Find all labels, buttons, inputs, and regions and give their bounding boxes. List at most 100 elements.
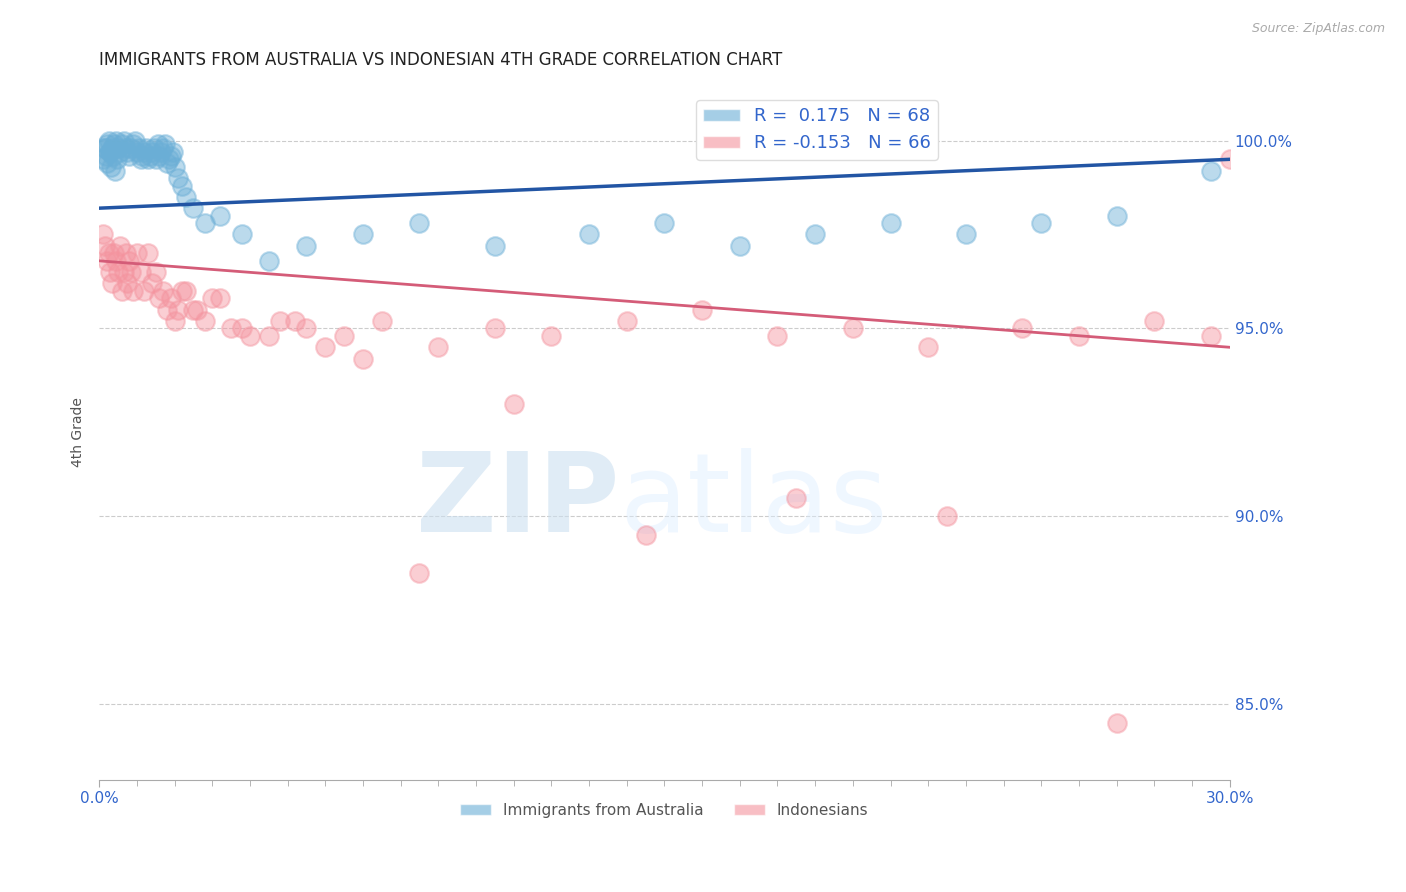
Point [766, 329, 789, 343]
Point [111, 137, 134, 152]
Point [129, 265, 152, 279]
Point [231, 321, 253, 335]
Point [114, 246, 136, 260]
Point [174, 190, 197, 204]
Point [94, 239, 117, 253]
Point [108, 145, 131, 159]
Point [842, 321, 865, 335]
Point [167, 302, 190, 317]
Point [120, 265, 142, 279]
Point [153, 137, 176, 152]
Point [105, 153, 128, 167]
Point [124, 134, 146, 148]
Point [219, 321, 242, 335]
Point [785, 491, 807, 505]
Point [634, 528, 657, 542]
Point [156, 156, 179, 170]
Point [142, 141, 165, 155]
Point [112, 265, 135, 279]
Point [94, 141, 117, 155]
Point [134, 284, 156, 298]
Point [186, 302, 208, 317]
Point [97, 246, 120, 260]
Point [100, 265, 122, 279]
Point [135, 141, 157, 155]
Point [145, 153, 167, 167]
Point [194, 314, 217, 328]
Point [125, 246, 148, 260]
Point [128, 141, 150, 155]
Point [408, 216, 430, 230]
Point [125, 145, 148, 159]
Point [157, 153, 180, 167]
Point [257, 329, 280, 343]
Point [257, 253, 280, 268]
Point [1199, 163, 1222, 178]
Point [97, 134, 120, 148]
Point [129, 153, 152, 167]
Point [540, 329, 562, 343]
Point [174, 284, 197, 298]
Point [333, 329, 356, 343]
Point [118, 148, 141, 162]
Point [145, 265, 167, 279]
Point [152, 284, 174, 298]
Point [690, 302, 713, 317]
Point [159, 292, 181, 306]
Point [136, 153, 159, 167]
Point [1219, 153, 1241, 167]
Point [139, 148, 162, 162]
Point [112, 134, 135, 148]
Point [167, 171, 190, 186]
Point [107, 265, 129, 279]
Point [91, 227, 114, 242]
Point [108, 239, 131, 253]
Point [955, 227, 977, 242]
Point [159, 148, 181, 162]
Point [183, 201, 205, 215]
Point [134, 145, 156, 159]
Point [936, 509, 959, 524]
Point [120, 141, 142, 155]
Point [101, 277, 124, 291]
Point [148, 292, 170, 306]
Point [136, 246, 159, 260]
Point [1031, 216, 1053, 230]
Point [578, 227, 600, 242]
Point [616, 314, 638, 328]
Point [96, 137, 118, 152]
Point [141, 277, 163, 291]
Point [484, 321, 506, 335]
Point [103, 246, 125, 260]
Point [879, 216, 901, 230]
Point [1199, 329, 1222, 343]
Point [146, 137, 169, 152]
Point [314, 340, 336, 354]
Point [98, 145, 121, 159]
Point [1105, 209, 1128, 223]
Text: Source: ZipAtlas.com: Source: ZipAtlas.com [1251, 22, 1385, 36]
Point [150, 145, 173, 159]
Point [101, 141, 124, 155]
Point [408, 566, 430, 580]
Point [163, 160, 186, 174]
Point [122, 137, 145, 152]
Point [352, 351, 374, 366]
Point [269, 314, 291, 328]
Point [131, 148, 153, 162]
Point [103, 148, 125, 162]
Point [295, 239, 318, 253]
Point [117, 145, 139, 159]
Point [295, 321, 318, 335]
Point [1143, 314, 1166, 328]
Point [91, 153, 114, 167]
Text: IMMIGRANTS FROM AUSTRALIA VS INDONESIAN 4TH GRADE CORRELATION CHART: IMMIGRANTS FROM AUSTRALIA VS INDONESIAN … [100, 51, 782, 69]
Point [111, 284, 134, 298]
Point [105, 134, 128, 148]
Point [371, 314, 394, 328]
Point [284, 314, 307, 328]
Point [208, 209, 231, 223]
Point [1011, 321, 1033, 335]
Point [105, 253, 128, 268]
Point [162, 145, 184, 159]
